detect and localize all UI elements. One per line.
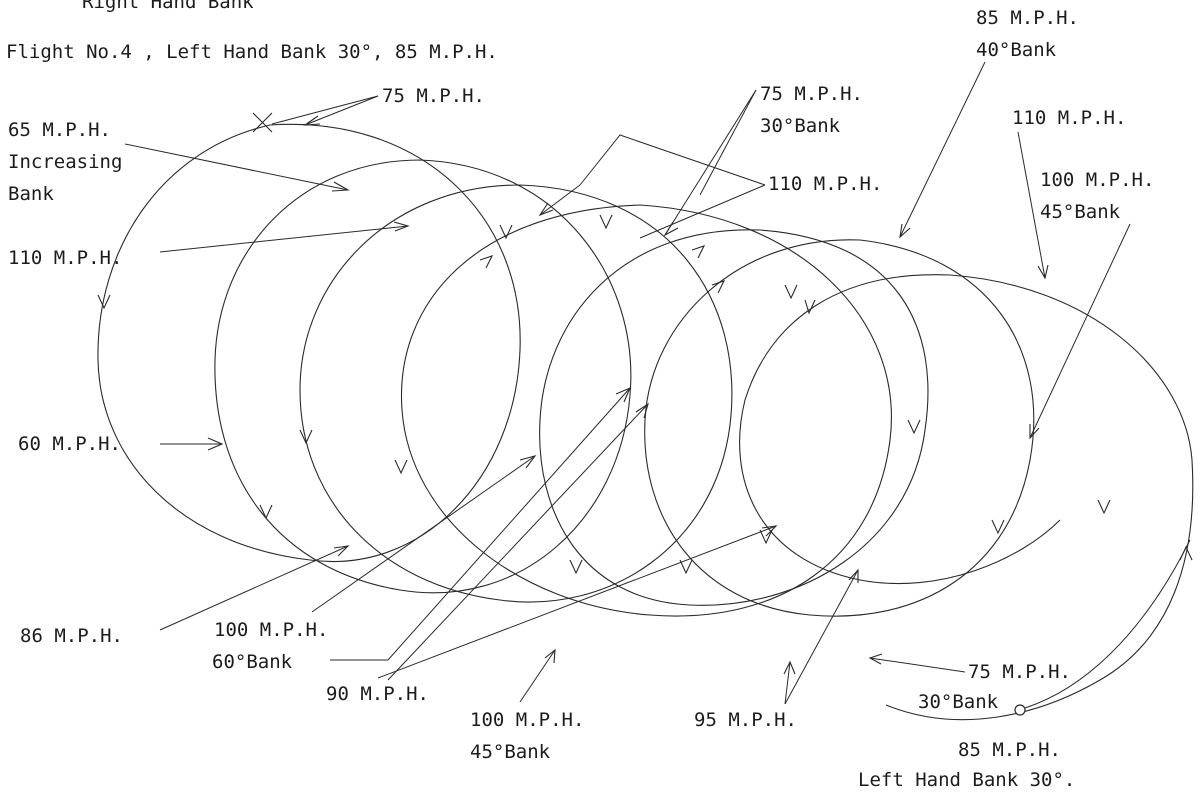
label-30-bank-right: 30°Bank	[918, 691, 999, 713]
label-110-mph-left: 110 M.P.H.	[8, 247, 122, 269]
loop-3	[299, 184, 733, 603]
start-cross-marker	[252, 112, 273, 133]
loop-5	[539, 229, 929, 606]
loop-7	[885, 274, 1194, 721]
label-95-mph: 95 M.P.H.	[694, 709, 797, 731]
label-75-mph-right: 75 M.P.H.	[968, 661, 1071, 683]
label-45-bank-right: 45°Bank	[1040, 201, 1121, 223]
label-90-mph: 90 M.P.H.	[326, 683, 429, 705]
label-60-mph: 60 M.P.H.	[18, 433, 121, 455]
label-100-mph-45-bank-right: 100 M.P.H.	[1040, 169, 1154, 191]
label-75-mph-30-bank: 75 M.P.H.	[760, 83, 863, 105]
label-100-mph-45-bank: 100 M.P.H.	[470, 709, 584, 731]
label-110-mph-middle: 110 M.P.H.	[768, 173, 882, 195]
label-86-mph: 86 M.P.H.	[20, 625, 123, 647]
loop-7-inner	[739, 274, 1061, 585]
loop-1	[97, 123, 521, 562]
direction-arrowheads	[97, 214, 1193, 575]
loop-2	[214, 159, 632, 594]
label-75-mph-start: 75 M.P.H.	[382, 85, 485, 107]
final-path-segment	[1024, 539, 1191, 709]
label-60-bank: 60°Bank	[212, 651, 293, 673]
leader-lines	[124, 61, 1131, 705]
diagram-title: Flight No.4 , Left Hand Bank 30°, 85 M.P…	[6, 41, 498, 63]
label-45-bank-bottom: 45°Bank	[470, 741, 551, 763]
label-30-bank-top: 30°Bank	[760, 115, 841, 137]
label-100-mph-60-bank: 100 M.P.H.	[214, 619, 328, 641]
speed-labels: 75 M.P.H. 65 M.P.H. Increasing Bank 110 …	[8, 7, 1154, 791]
label-65-mph: 65 M.P.H.	[8, 119, 111, 141]
label-85-mph-top: 85 M.P.H.	[976, 7, 1079, 29]
flight-loops	[97, 112, 1194, 721]
label-85-mph-end: 85 M.P.H.	[958, 739, 1061, 761]
loop-4	[400, 204, 892, 617]
label-110-mph-right: 110 M.P.H.	[1012, 107, 1126, 129]
label-increasing: Increasing	[8, 151, 122, 173]
end-point-marker	[1014, 704, 1026, 716]
loop-6	[644, 239, 1035, 617]
label-40-bank: 40°Bank	[976, 39, 1057, 61]
partial-header-line: Right Hand Bank	[82, 0, 254, 13]
label-left-hand-bank: Left Hand Bank 30°.	[858, 769, 1075, 791]
label-bank: Bank	[8, 183, 54, 205]
